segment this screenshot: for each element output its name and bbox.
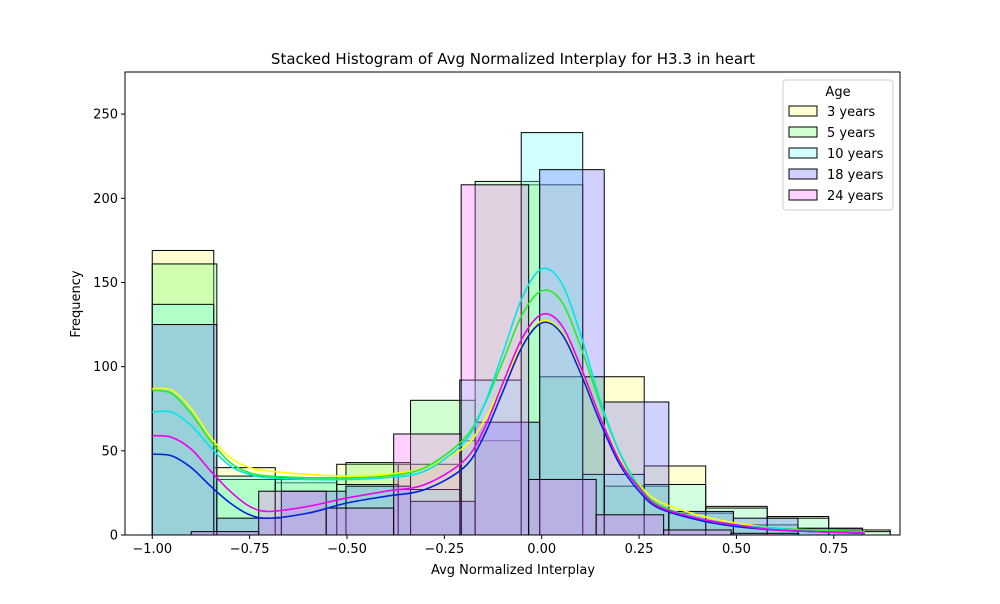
- histogram-bar-series-4-bin-4: [460, 184, 530, 535]
- histogram-bar-series-0-bin-0: [151, 249, 215, 535]
- legend-title: Age: [825, 85, 850, 100]
- x-tick-label: −0.50: [327, 542, 367, 557]
- x-tick-label: 0.00: [527, 542, 556, 557]
- y-axis: 0 50 100 150 200 250: [93, 108, 125, 544]
- histogram-bar-series-1-bin-7: [603, 485, 670, 535]
- y-tick-label: 0: [110, 529, 118, 544]
- histogram-bar-series-2-bin-0: [151, 303, 215, 535]
- plot-frame: [124, 71, 901, 536]
- histogram-bar-series-4-bin-3: [393, 433, 462, 535]
- legend-label: 3 years: [827, 105, 875, 120]
- histogram-bar-series-2-bin-5: [459, 379, 522, 535]
- x-axis-label: Avg Normalized Interplay: [431, 563, 595, 578]
- kde-line-series-3: [152, 321, 865, 535]
- histogram-bar-series-0-bin-1: [213, 467, 276, 535]
- legend: Age 3 years 5 years 10 years 18 years 24 yea…: [782, 79, 894, 211]
- x-tick-label: −0.75: [230, 542, 270, 557]
- x-axis: −1.00 −0.75 −0.50 −0.25 0.00 0.25 0.50 0.75: [132, 535, 848, 557]
- chart-title: Stacked Histogram of Avg Normalized Inte…: [271, 50, 755, 68]
- kde-layer: [152, 267, 865, 535]
- legend-swatch: [788, 189, 818, 201]
- histogram-bar-series-0-bin-6: [520, 184, 584, 535]
- x-tick-label: −0.25: [424, 542, 464, 557]
- histogram-bar-series-2-bin-6: [520, 132, 584, 535]
- histogram-bar-series-4-bin-5: [528, 478, 597, 535]
- histogram-bar-series-4-bin-0: [190, 531, 260, 535]
- histogram-bar-series-4-bin-6: [595, 514, 665, 535]
- y-axis-label: Frequency: [69, 270, 84, 337]
- histogram-bar-series-2-bin-8: [643, 483, 707, 535]
- legend-swatch: [788, 105, 818, 117]
- histogram-bar-series-4-bin-2: [325, 507, 395, 535]
- legend-label: 18 years: [827, 168, 884, 183]
- histogram-bar-series-3-bin-0: [151, 324, 218, 535]
- histogram-bar-series-3-bin-7: [603, 401, 670, 535]
- histogram-bar-series-2-bin-4: [397, 489, 461, 535]
- x-tick-label: 0.25: [625, 542, 654, 557]
- kde-line-series-4: [152, 313, 865, 535]
- x-tick-label: 0.50: [722, 542, 751, 557]
- legend-label: 5 years: [827, 126, 875, 141]
- legend-label: 10 years: [827, 147, 884, 162]
- y-tick-label: 250: [93, 108, 118, 123]
- legend-swatch: [788, 126, 818, 138]
- y-tick-label: 50: [101, 444, 118, 459]
- histogram-bar-series-4-bin-7: [663, 529, 732, 535]
- legend-swatch: [788, 147, 818, 159]
- histogram-bar-series-4-bin-1: [258, 490, 327, 535]
- legend-box: [782, 79, 894, 211]
- x-tick-label: 0.75: [819, 542, 848, 557]
- x-tick-label: −1.00: [132, 542, 172, 557]
- legend-swatch: [788, 168, 818, 180]
- y-tick-label: 150: [93, 276, 118, 291]
- y-tick-label: 100: [93, 360, 118, 375]
- legend-label: 24 years: [827, 189, 884, 204]
- y-tick-label: 200: [93, 192, 118, 207]
